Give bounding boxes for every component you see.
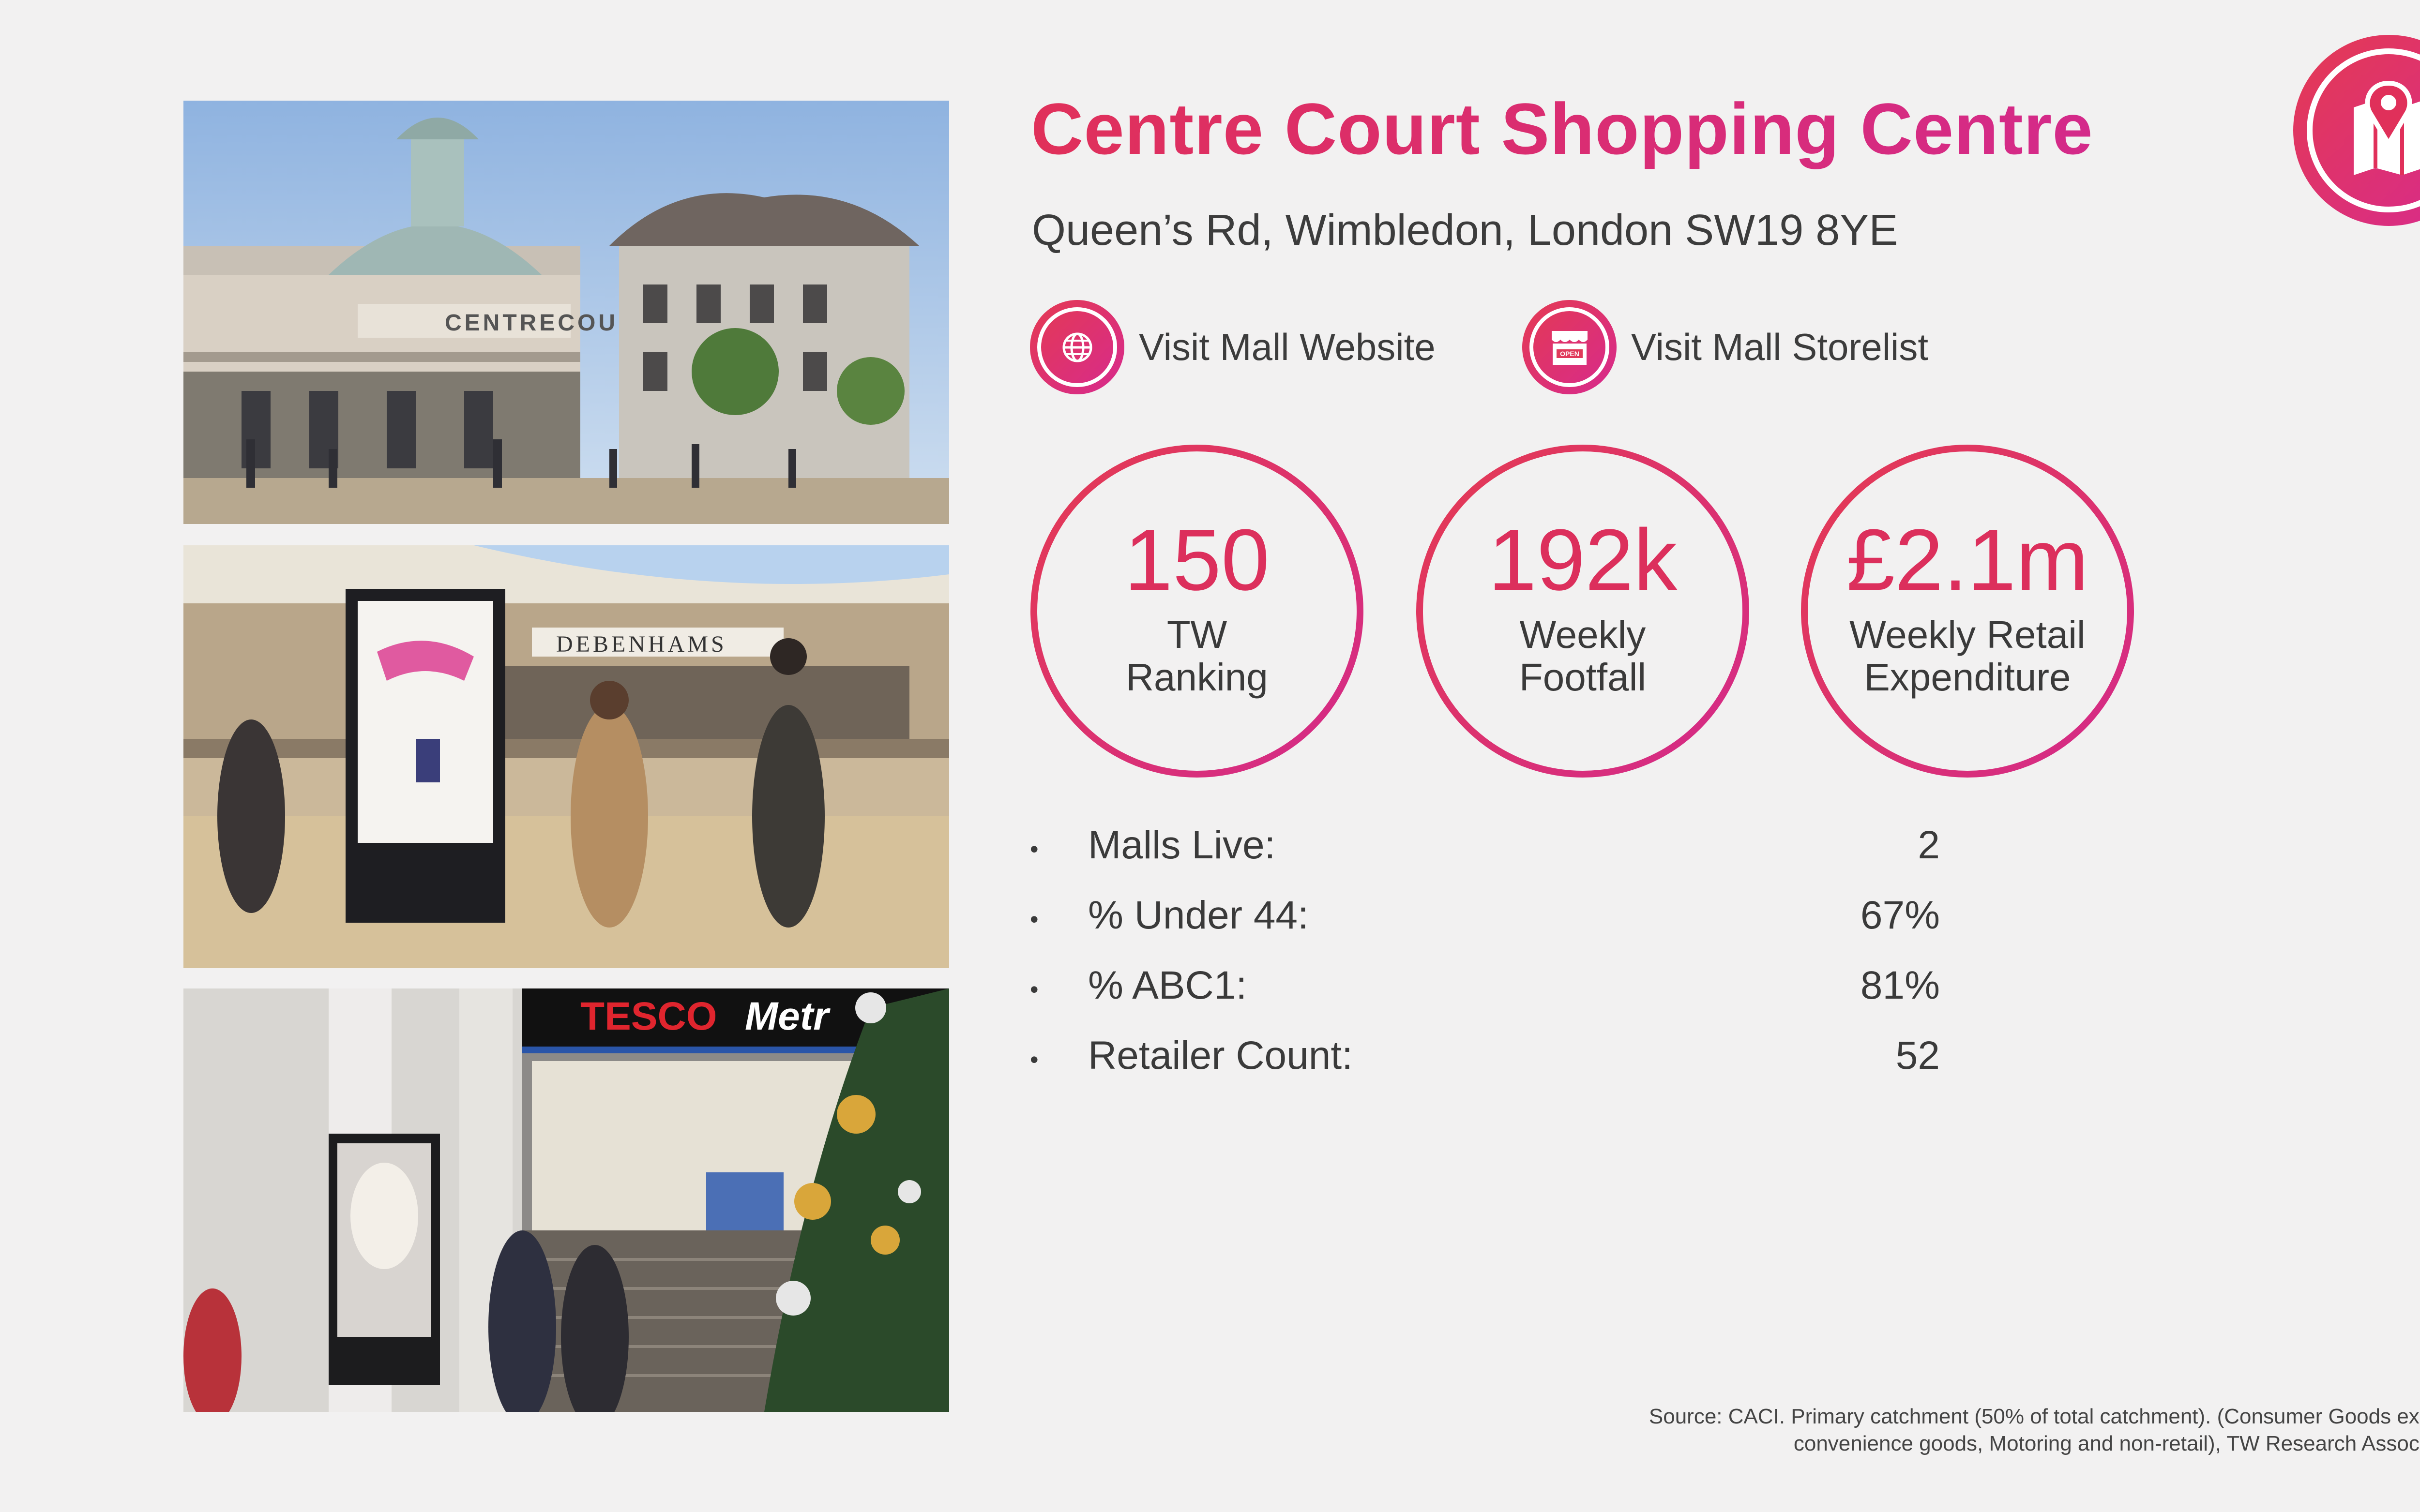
bullet: • bbox=[1030, 976, 1039, 1003]
address: Queen’s Rd, Wimbledon, London SW19 8YE bbox=[1032, 206, 1898, 254]
stat-weekly-retail-expenditure: £2.1m Weekly Retail Expenditure bbox=[1800, 444, 2134, 778]
bullet: • bbox=[1030, 836, 1039, 863]
visit-storelist-label[interactable]: Visit Mall Storelist bbox=[1631, 326, 1929, 368]
photo3-tesco-sign-suffix: Metr bbox=[745, 994, 831, 1038]
photo-exterior: CENTRECOURT bbox=[183, 101, 949, 524]
stat-caption: Weekly Footfall bbox=[1416, 614, 1750, 699]
stat-weekly-footfall: 192k Weekly Footfall bbox=[1416, 444, 1750, 778]
stat-caption: TW Ranking bbox=[1030, 614, 1364, 699]
map-pin-icon bbox=[2293, 35, 2420, 226]
metric-abc1: • % ABC1: 81% bbox=[1030, 963, 1940, 1033]
metric-retailer-count: • Retailer Count: 52 bbox=[1030, 1033, 1940, 1103]
photo3-tesco-sign: TESCO bbox=[580, 994, 717, 1038]
stat-caption-line: Expenditure bbox=[1864, 656, 2071, 699]
stat-caption-line: Weekly Retail bbox=[1849, 613, 2086, 656]
photo-tesco: TESCO Metr bbox=[183, 988, 949, 1412]
source-line: convenience goods, Motoring and non-reta… bbox=[1793, 1432, 2420, 1455]
bullet: • bbox=[1030, 906, 1039, 933]
stat-tw-ranking: 150 TW Ranking bbox=[1030, 444, 1364, 778]
photo2-store-sign: DEBENHAMS bbox=[556, 631, 727, 657]
metric-value: 52 bbox=[1895, 1033, 1940, 1078]
stat-caption-line: Footfall bbox=[1519, 656, 1647, 699]
metric-under-44: • % Under 44: 67% bbox=[1030, 893, 1940, 963]
metric-label: Retailer Count: bbox=[1088, 1033, 1353, 1078]
source-note: Source: CACI. Primary catchment (50% of … bbox=[1502, 1403, 2420, 1457]
photo-interior: DEBENHAMS bbox=[183, 545, 949, 968]
photo1-sign: CENTRECOURT bbox=[445, 310, 655, 336]
metrics-list: • Malls Live: 2 • % Under 44: 67% • % AB… bbox=[1030, 823, 1940, 1103]
metric-label: Malls Live: bbox=[1088, 823, 1276, 867]
stat-value: 150 bbox=[1124, 511, 1270, 609]
stat-value: £2.1m bbox=[1846, 511, 2089, 609]
metric-malls-live: • Malls Live: 2 bbox=[1030, 823, 1940, 893]
stat-caption-line: Weekly bbox=[1519, 613, 1646, 656]
metric-value: 67% bbox=[1860, 893, 1940, 937]
page-title: Centre Court Shopping Centre bbox=[1031, 87, 2093, 171]
source-line: Source: CACI. Primary catchment (50% of … bbox=[1649, 1405, 2420, 1428]
stat-caption-line: TW bbox=[1166, 613, 1227, 656]
globe-icon bbox=[1030, 300, 1124, 394]
stat-caption-line: Ranking bbox=[1126, 656, 1268, 699]
stat-caption: Weekly Retail Expenditure bbox=[1800, 614, 2134, 699]
shop-open-icon: OPEN bbox=[1522, 300, 1617, 394]
visit-storelist-link[interactable]: OPEN Visit Mall Storelist bbox=[1522, 300, 1928, 394]
visit-website-label[interactable]: Visit Mall Website bbox=[1139, 326, 1436, 368]
metric-value: 2 bbox=[1918, 823, 1940, 867]
storelist-icon-text: OPEN bbox=[1560, 350, 1579, 358]
metric-label: % Under 44: bbox=[1088, 893, 1309, 937]
bullet: • bbox=[1030, 1046, 1039, 1073]
metric-value: 81% bbox=[1860, 963, 1940, 1007]
stat-value: 192k bbox=[1488, 511, 1678, 609]
metric-label: % ABC1: bbox=[1088, 963, 1247, 1007]
visit-website-link[interactable]: Visit Mall Website bbox=[1030, 300, 1436, 394]
